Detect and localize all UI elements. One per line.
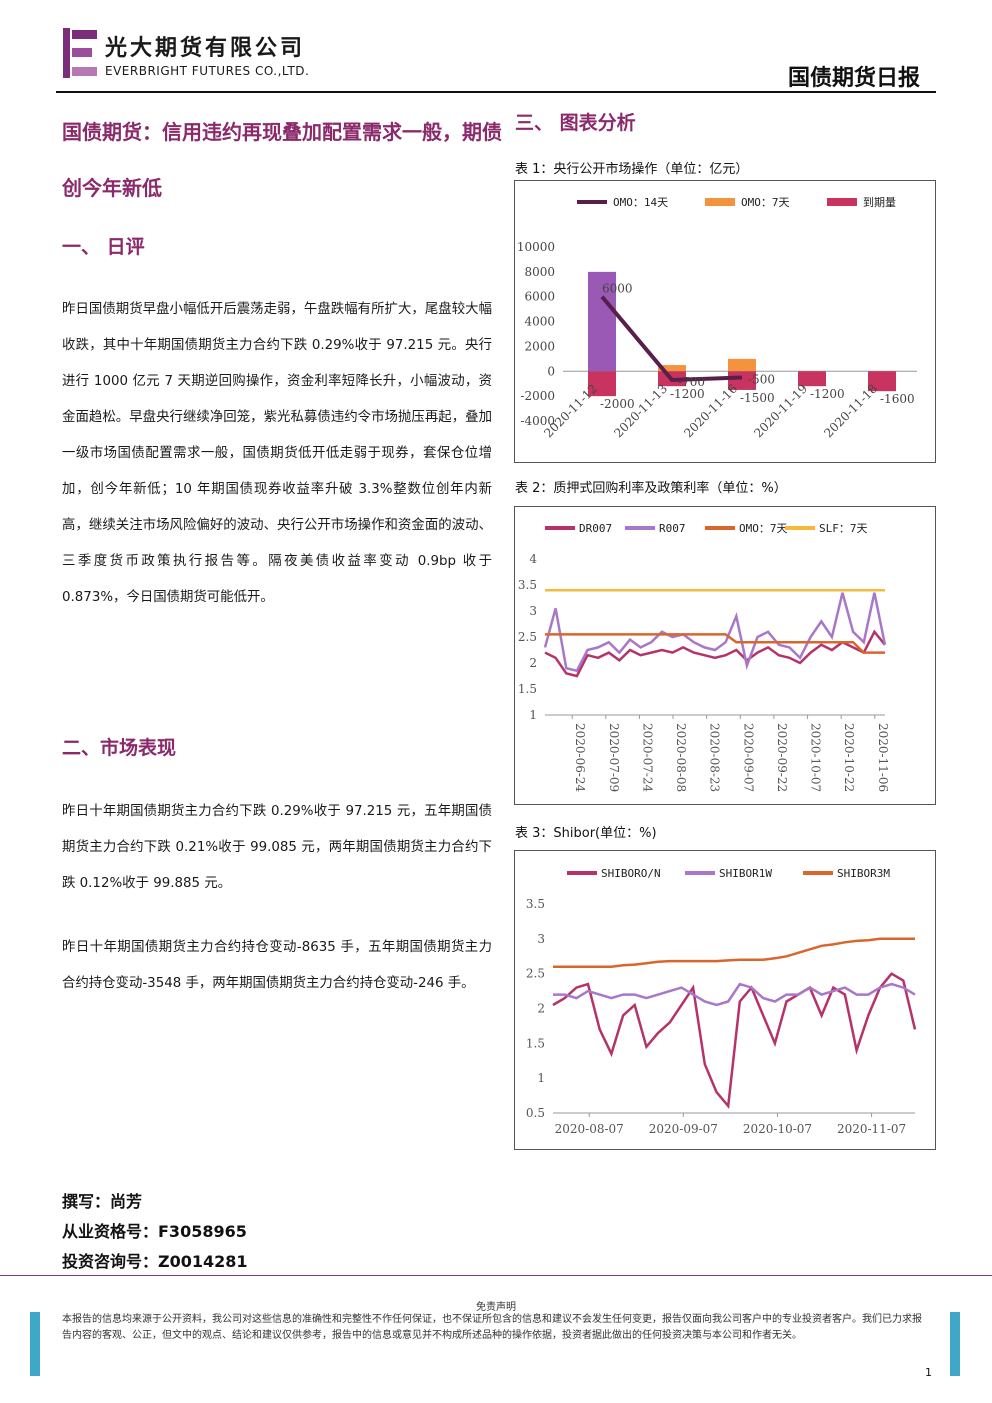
chart1-data-label-omo14: -700 xyxy=(678,375,705,389)
chart2-caption: 表 2：质押式回购利率及政策利率（单位：%） xyxy=(515,481,787,496)
chart2-line-2 xyxy=(545,633,885,654)
chart1-data-label-maturity: -1200 xyxy=(810,387,845,401)
chart3-xtick: 2020-09-07 xyxy=(649,1122,718,1136)
legend-label-chart2-1: R007 xyxy=(659,522,686,535)
legend-swatch-maturity xyxy=(827,198,857,206)
chart2-xtick: 2020-11-06 xyxy=(876,723,890,792)
chart2-ytick: 2 xyxy=(529,656,537,670)
chart3-frame: SHIBORO/N SHIBOR1W SHIBOR3M 3.5 3 2.5 2 1.5 1 0.5… xyxy=(514,850,936,1150)
footer-left-accent xyxy=(30,1312,40,1376)
chart1-bar-omo7 xyxy=(728,358,756,372)
legend-label-chart2-3: SLF：7天 xyxy=(819,522,868,535)
market-paragraph-1: 昨日十年期国债期货主力合约下跌 0.29%收于 97.215 元，五年期国债期货… xyxy=(62,804,492,891)
chart3-shibor: SHIBORO/N SHIBOR1W SHIBOR3M 3.5 3 2.5 2 1.5 1 0.5… xyxy=(526,867,917,1136)
chart2-xtick: 2020-07-24 xyxy=(640,723,654,793)
chart2-frame: DR007 R007 OMO：7天 SLF：7天 4 3.5 3 2.5 2 1.5 1 2020-0… xyxy=(514,506,936,805)
author-consulting-number: 投资咨询号：Z0014281 xyxy=(62,1252,248,1271)
chart2-ytick: 3.5 xyxy=(518,578,537,592)
chart1-ytick: 6000 xyxy=(524,290,555,304)
chart1-data-label-omo14: 6000 xyxy=(602,282,633,296)
company-logo xyxy=(63,28,97,78)
chart1-ytick: 4000 xyxy=(524,315,555,329)
chart1-ytick: -4000 xyxy=(520,414,555,428)
chart1-line-omo14 xyxy=(600,295,743,383)
chart3-line-0 xyxy=(552,972,917,1110)
chart2-line-0 xyxy=(544,629,886,678)
chart1-caption: 表 1：央行公开市场操作（单位：亿元） xyxy=(515,162,749,177)
legend-label-omo7: OMO：7天 xyxy=(741,196,790,209)
chart2-xtick: 2020-09-07 xyxy=(741,723,755,792)
chart1-ytick: 10000 xyxy=(517,240,555,254)
chart3-line-1 xyxy=(553,982,916,1007)
chart1-omo: OMO：14天 OMO：7天 到期量 10000 8000 6000 4000 2000 0 -2… xyxy=(517,196,917,440)
legend-label-chart3-2: SHIBOR3M xyxy=(837,867,890,880)
chart2-xtick: 2020-08-23 xyxy=(708,723,722,792)
author-writer: 撰写：尚芳 xyxy=(62,1192,143,1211)
header-divider xyxy=(56,91,936,93)
footer-divider xyxy=(0,1275,992,1276)
chart2-xtick: 2020-09-22 xyxy=(775,723,789,792)
chart1-data-label-maturity: -1200 xyxy=(670,387,705,401)
chart3-ytick: 3 xyxy=(537,932,545,946)
article-title: 国债期货：信用违约再现叠加配置需求一般，期债创今年新低 xyxy=(62,120,502,200)
chart2-ytick: 2.5 xyxy=(518,630,537,644)
author-qualification: 从业资格号：F3058965 xyxy=(62,1222,247,1241)
chart1-bar-purple xyxy=(588,271,616,372)
company-name-cn: 光大期货有限公司 xyxy=(105,36,306,61)
chart2-xtick: 2020-10-07 xyxy=(809,723,823,792)
chart3-ytick: 1 xyxy=(537,1071,545,1085)
chart1-ytick: -2000 xyxy=(520,389,555,403)
chart2-xtick: 2020-07-09 xyxy=(607,723,621,792)
footer-right-accent xyxy=(950,1312,960,1376)
chart1-ytick: 0 xyxy=(547,364,555,378)
report-type-title: 国债期货日报 xyxy=(787,66,920,91)
chart3-line-2 xyxy=(553,937,915,968)
chart2-repo-rates: DR007 R007 OMO：7天 SLF：7天 4 3.5 3 2.5 2 1.5 1 2020-0… xyxy=(518,522,890,793)
chart1-data-label-omo14: -500 xyxy=(748,373,775,387)
daily-comment-paragraph: 昨日国债期货早盘小幅低开后震荡走弱，午盘跌幅有所扩大，尾盘较大幅收跌，其中十年期… xyxy=(62,302,492,605)
chart1-data-label-maturity: -2000 xyxy=(600,397,635,411)
disclaimer-text: 本报告的信息均来源于公开资料，我公司对这些信息的准确性和完整性不作任何保证，也不… xyxy=(62,1314,922,1341)
chart3-ytick: 0.5 xyxy=(526,1106,545,1120)
chart2-ytick: 1 xyxy=(529,708,537,722)
chart1-bar-maturity xyxy=(868,371,896,392)
disclaimer-title: 免责声明 xyxy=(476,1302,516,1313)
chart1-bar-omo7 xyxy=(658,365,686,372)
chart1-ytick: 2000 xyxy=(524,339,555,353)
chart3-ytick: 3.5 xyxy=(526,897,545,911)
chart2-ytick: 4 xyxy=(529,552,537,566)
chart2-xtick: 2020-08-08 xyxy=(674,723,688,792)
legend-label-omo14: OMO：14天 xyxy=(613,196,668,209)
chart2-ytick: 1.5 xyxy=(518,682,537,696)
legend-label-chart3-0: SHIBORO/N xyxy=(601,867,661,880)
legend-label-chart3-1: SHIBOR1W xyxy=(719,867,772,880)
legend-label-chart2-2: OMO：7天 xyxy=(739,522,788,535)
chart3-xtick: 2020-08-07 xyxy=(555,1122,624,1136)
chart3-ytick: 2 xyxy=(537,1002,545,1016)
legend-label-maturity: 到期量 xyxy=(863,196,896,209)
chart1-data-label-maturity: -1500 xyxy=(740,391,775,405)
company-name-en: EVERBRIGHT FUTURES CO.,LTD. xyxy=(105,64,310,78)
section-heading-daily-comment: 一、 日评 xyxy=(62,236,145,258)
chart1-ytick: 8000 xyxy=(524,265,555,279)
chart2-xtick: 2020-06-24 xyxy=(573,723,587,793)
legend-label-chart2-0: DR007 xyxy=(579,522,612,535)
chart1-bar-maturity xyxy=(588,371,616,397)
chart2-line-1 xyxy=(543,592,887,673)
page-number: 1 xyxy=(925,1366,932,1379)
chart3-ytick: 2.5 xyxy=(526,967,545,981)
market-paragraph-2: 昨日十年期国债期货主力合约持仓变动-8635 手，五年期国债期货主力合约持仓变动… xyxy=(62,940,492,991)
legend-swatch-omo7 xyxy=(705,198,735,206)
section-heading-market: 二、市场表现 xyxy=(62,737,177,759)
section-heading-charts: 三、 图表分析 xyxy=(515,112,636,134)
chart1-bar-maturity xyxy=(798,371,826,387)
chart3-xtick: 2020-10-07 xyxy=(743,1122,812,1136)
chart1-data-label-maturity: -1600 xyxy=(880,392,915,406)
chart2-xtick: 2020-10-22 xyxy=(842,723,856,792)
chart3-xtick: 2020-11-07 xyxy=(837,1122,906,1136)
chart2-ytick: 3 xyxy=(529,604,537,618)
chart3-ytick: 1.5 xyxy=(526,1036,545,1050)
chart1-frame: OMO：14天 OMO：7天 到期量 10000 8000 6000 4000 2000 0 -2… xyxy=(514,180,936,463)
chart3-caption: 表 3：Shibor(单位：%) xyxy=(515,826,657,841)
